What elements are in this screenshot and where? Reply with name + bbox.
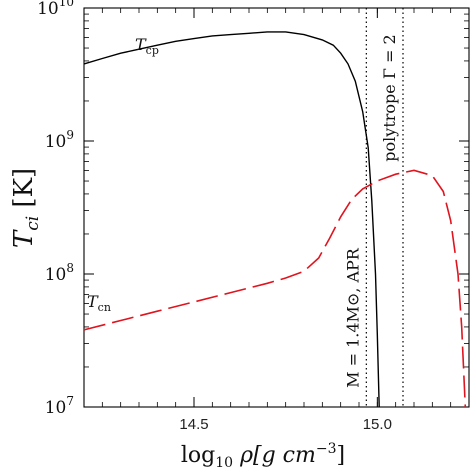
y-tick-label: 107: [45, 394, 74, 418]
y-tick-label: 1010: [37, 0, 74, 19]
axis-ticks: 14.5 15.0 107 108 109 1010: [37, 0, 469, 433]
series-line-cn: [83, 169, 467, 408]
x-axis-label-rest: ρ[g cm: [233, 443, 316, 468]
series-label-cn: Tcn: [87, 292, 111, 314]
x-axis-label-sub: 10: [215, 455, 233, 471]
y-axis-label-base: T: [9, 229, 39, 248]
y-axis-label: Tci [K]: [9, 168, 43, 248]
x-tick-label: 14.5: [179, 416, 208, 433]
x-axis-label-close: ]: [337, 443, 346, 468]
y-axis-label-sub: ci: [23, 216, 43, 231]
reference-line-label: M = 1.4M⊙, APR: [343, 247, 362, 388]
x-axis-label: log10 ρ[g cm−3]: [181, 441, 345, 471]
y-tick-label: 108: [45, 261, 74, 285]
annotations: M = 1.4M⊙, APR polytrope Γ = 2 Tcp Tcn: [87, 34, 399, 388]
series-label-cp: Tcp: [135, 35, 159, 57]
reference-line-label: polytrope Γ = 2: [380, 34, 399, 161]
x-tick-label: 15.0: [363, 416, 392, 433]
plot-frame: [83, 7, 470, 408]
y-axis-label-rest: [K]: [9, 168, 39, 216]
x-axis-label-base: log: [181, 443, 215, 468]
series-line-cp: [83, 31, 380, 408]
y-tick-label: 109: [45, 128, 74, 152]
series-lines: [83, 8, 467, 408]
x-axis-label-sup: −3: [316, 441, 337, 457]
